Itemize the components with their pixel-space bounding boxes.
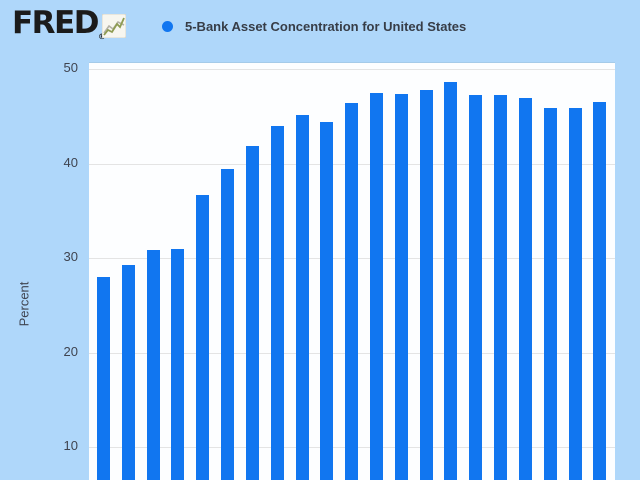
bar[interactable] [419, 89, 433, 480]
y-tick-label: 50 [63, 60, 78, 75]
y-tick-label: 10 [63, 438, 78, 453]
fred-logo-text: FRED [12, 5, 99, 41]
series-legend-dot-icon [162, 21, 173, 32]
bar[interactable] [370, 92, 384, 480]
bar[interactable] [494, 94, 508, 480]
bar[interactable] [295, 115, 309, 480]
bar[interactable] [196, 194, 210, 480]
bar[interactable] [543, 107, 557, 480]
bar[interactable] [245, 146, 259, 480]
bar[interactable] [593, 102, 607, 480]
y-tick-label: 20 [63, 343, 78, 359]
bar[interactable] [121, 264, 135, 480]
chart-title: 5-Bank Asset Concentration for United St… [185, 19, 467, 34]
bar[interactable] [146, 250, 160, 480]
bar[interactable] [568, 107, 582, 480]
bar[interactable] [97, 276, 110, 480]
bar[interactable] [394, 93, 408, 480]
bar[interactable] [345, 103, 359, 480]
y-axis-label: Percent [16, 281, 32, 327]
bar[interactable] [270, 125, 284, 480]
bar[interactable] [469, 95, 483, 480]
bar[interactable] [518, 98, 532, 480]
gridline [89, 69, 615, 70]
bar[interactable] [320, 121, 334, 480]
bar[interactable] [171, 248, 185, 480]
line-graph-icon [102, 14, 126, 38]
bar[interactable] [221, 169, 235, 480]
y-tick-label: 40 [63, 154, 78, 170]
bar[interactable] [444, 82, 458, 480]
fred-logo[interactable]: FRED® [12, 6, 106, 54]
y-tick-label: 30 [63, 249, 78, 264]
plot-area [89, 62, 615, 480]
